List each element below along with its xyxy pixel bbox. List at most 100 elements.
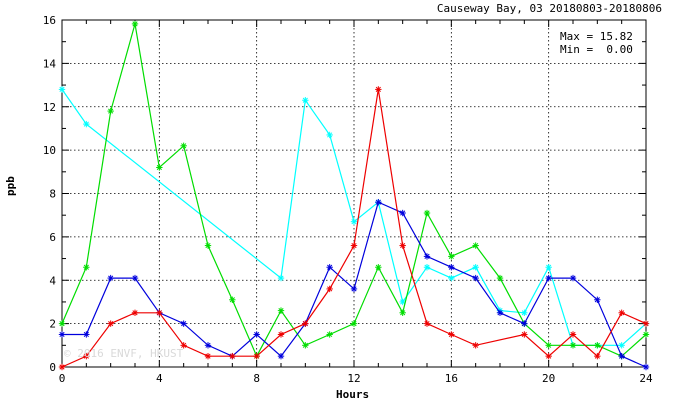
data-point (229, 296, 236, 303)
data-point (156, 309, 163, 316)
data-point (472, 242, 479, 249)
data-point (545, 342, 552, 349)
data-point (642, 331, 650, 338)
data-point (496, 309, 504, 316)
axis-ticks (61, 19, 647, 368)
data-point (277, 331, 285, 338)
data-point (569, 274, 577, 282)
data-point (375, 264, 382, 271)
data-point (83, 331, 90, 338)
data-point (58, 320, 66, 327)
data-point (375, 86, 382, 93)
data-point (131, 20, 139, 28)
y-tick-label: 8 (49, 188, 56, 201)
data-point (521, 331, 528, 338)
data-point (277, 307, 285, 314)
y-tick-label: 6 (49, 231, 56, 244)
data-point (107, 320, 114, 327)
data-point (423, 320, 431, 327)
series-line-4 (61, 89, 647, 368)
y-axis-label: ppb (4, 176, 17, 196)
data-point (204, 242, 212, 249)
data-point (545, 274, 552, 282)
data-point (496, 274, 504, 282)
data-point (642, 363, 650, 371)
data-point (618, 342, 625, 349)
data-point (423, 253, 431, 260)
x-tick-label: 12 (347, 372, 360, 385)
y-tick-label: 2 (49, 318, 56, 331)
series-line-2 (61, 23, 647, 358)
data-point (618, 309, 625, 316)
data-point (594, 352, 601, 360)
data-point (594, 342, 601, 349)
y-tick-label: 0 (49, 361, 56, 374)
data-point (253, 331, 260, 338)
data-point (58, 363, 66, 371)
chart-title: Causeway Bay, 03 20180803-20180806 (436, 2, 662, 15)
data-point (350, 218, 358, 225)
data-point (448, 253, 455, 260)
data-point (569, 331, 577, 338)
data-point (156, 164, 163, 171)
data-point (521, 320, 528, 327)
data-point (83, 352, 90, 360)
data-point (423, 209, 431, 217)
data-point (302, 97, 309, 104)
data-point (180, 320, 187, 327)
data-point (83, 264, 90, 271)
data-point (107, 274, 114, 282)
data-point (229, 352, 236, 360)
data-point (326, 285, 333, 293)
y-tick-label: 16 (43, 14, 56, 27)
data-point (423, 264, 431, 271)
series-group (58, 20, 650, 371)
data-point (399, 242, 406, 249)
x-tick-label: 0 (59, 372, 66, 385)
data-point (472, 342, 479, 349)
data-point (253, 352, 260, 360)
data-point (302, 342, 309, 349)
x-tick-label: 20 (542, 372, 555, 385)
data-point (472, 264, 479, 271)
data-point (350, 242, 358, 249)
data-point (569, 342, 577, 349)
data-point (277, 274, 285, 282)
data-point (204, 342, 212, 349)
x-tick-label: 8 (253, 372, 260, 385)
data-point (472, 274, 479, 282)
data-point (618, 352, 625, 360)
data-point (448, 274, 455, 282)
data-point (277, 352, 285, 360)
data-point (594, 296, 601, 303)
stats-box: Max = 15.82 Min = 0.00 (560, 30, 633, 56)
data-point (58, 86, 66, 93)
data-point (204, 352, 212, 360)
data-point (180, 142, 187, 149)
min-label: Min = 0.00 (560, 43, 633, 56)
data-point (302, 320, 309, 327)
data-point (131, 309, 139, 316)
y-tick-label: 4 (49, 274, 56, 287)
max-label: Max = 15.82 (560, 30, 633, 43)
x-tick-label: 24 (639, 372, 653, 385)
x-tick-label: 4 (156, 372, 163, 385)
data-point (545, 264, 552, 271)
data-point (58, 331, 66, 338)
data-point (642, 320, 650, 327)
data-point (375, 198, 382, 206)
y-tick-label: 14 (43, 57, 57, 70)
data-point (131, 274, 139, 282)
x-tick-label: 16 (445, 372, 458, 385)
y-tick-label: 10 (43, 144, 56, 157)
data-point (448, 331, 455, 338)
data-point (448, 264, 455, 271)
grid-lines (62, 20, 646, 367)
data-point (83, 120, 90, 128)
data-point (180, 342, 187, 349)
data-point (521, 309, 528, 316)
data-point (326, 331, 333, 338)
data-point (399, 209, 406, 217)
